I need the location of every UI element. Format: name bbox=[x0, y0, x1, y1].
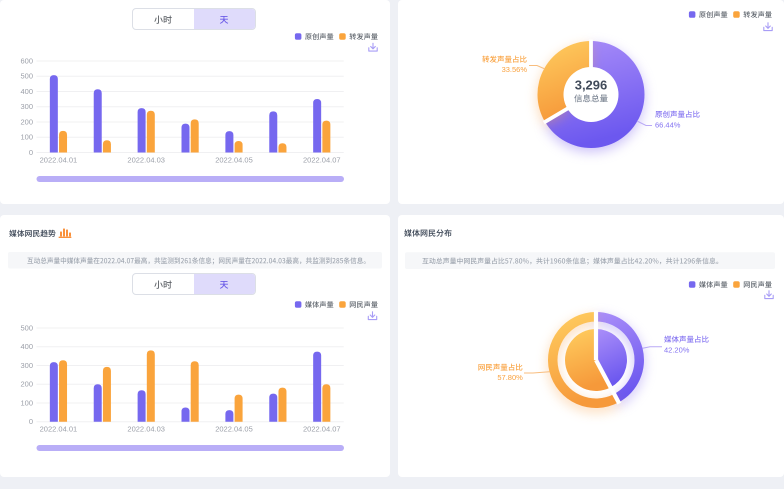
svg-text:33.56%: 33.56% bbox=[502, 65, 528, 74]
svg-text:2022.04.03: 2022.04.03 bbox=[127, 155, 165, 164]
svg-text:2022.04.07: 2022.04.07 bbox=[303, 155, 341, 164]
svg-text:2022.04.07: 2022.04.07 bbox=[303, 425, 341, 434]
svg-text:300: 300 bbox=[20, 102, 33, 111]
svg-text:100: 100 bbox=[20, 133, 33, 142]
svg-text:57.80%: 57.80% bbox=[497, 373, 523, 382]
svg-text:200: 200 bbox=[20, 380, 33, 389]
svg-text:2022.04.03: 2022.04.03 bbox=[127, 425, 165, 434]
svg-text:300: 300 bbox=[20, 361, 33, 370]
svg-text:2022.04.01: 2022.04.01 bbox=[40, 155, 78, 164]
svg-text:66.44%: 66.44% bbox=[655, 121, 681, 130]
svg-text:2022.04.01: 2022.04.01 bbox=[40, 425, 78, 434]
svg-text:2022.04.05: 2022.04.05 bbox=[215, 155, 253, 164]
svg-text:400: 400 bbox=[20, 87, 33, 96]
svg-text:2022.04.05: 2022.04.05 bbox=[215, 425, 253, 434]
svg-text:600: 600 bbox=[20, 56, 33, 65]
svg-text:100: 100 bbox=[20, 398, 33, 407]
svg-text:500: 500 bbox=[20, 72, 33, 81]
svg-text:200: 200 bbox=[20, 117, 33, 126]
svg-text:42.20%: 42.20% bbox=[664, 346, 690, 355]
svg-text:500: 500 bbox=[20, 323, 33, 332]
svg-text:0: 0 bbox=[29, 148, 33, 157]
svg-text:400: 400 bbox=[20, 342, 33, 351]
svg-text:3,296: 3,296 bbox=[575, 78, 608, 93]
svg-text:0: 0 bbox=[29, 417, 33, 426]
